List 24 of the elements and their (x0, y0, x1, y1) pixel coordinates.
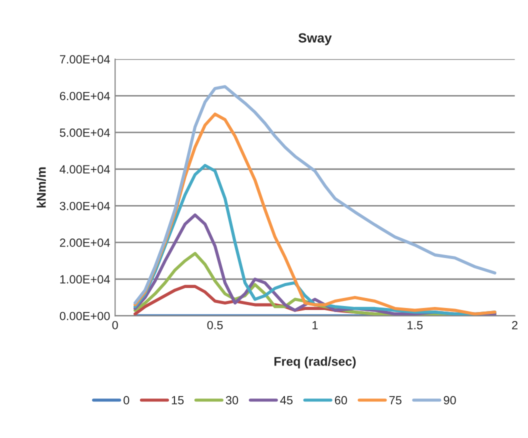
legend-label: 60 (334, 396, 348, 404)
line-series (134, 85, 496, 304)
y-axis-title: kNm/m (36, 167, 46, 208)
chart-title: Sway (298, 33, 332, 46)
y-tick-label: 4.00E+04 (60, 165, 110, 174)
y-tick-label: 2.00E+04 (60, 238, 110, 247)
legend-label: 0 (124, 396, 130, 404)
legend-label: 90 (444, 396, 456, 404)
y-tick-label: 7.00E+04 (60, 55, 110, 64)
legend-label: 75 (389, 396, 402, 404)
legend-label: 45 (280, 396, 293, 404)
y-tick-label: 3.00E+04 (60, 202, 110, 210)
x-tick-label: 0 (112, 320, 118, 330)
x-tick-label: 1.5 (408, 321, 423, 330)
y-tick-label: 5.00E+04 (60, 128, 110, 137)
legend-label: 30 (226, 396, 238, 404)
x-tick-label: 0.5 (207, 320, 223, 330)
x-tick-label: 1 (312, 321, 318, 330)
x-tick-label: 2 (512, 320, 518, 330)
legend-label: 15 (172, 396, 184, 404)
y-tick-label: 0.00E+00 (60, 312, 110, 320)
x-axis-title: Freq (rad/sec) (274, 356, 356, 368)
y-tick-label: 6.00E+04 (60, 92, 110, 100)
y-tick-label: 1.00E+04 (60, 275, 110, 284)
